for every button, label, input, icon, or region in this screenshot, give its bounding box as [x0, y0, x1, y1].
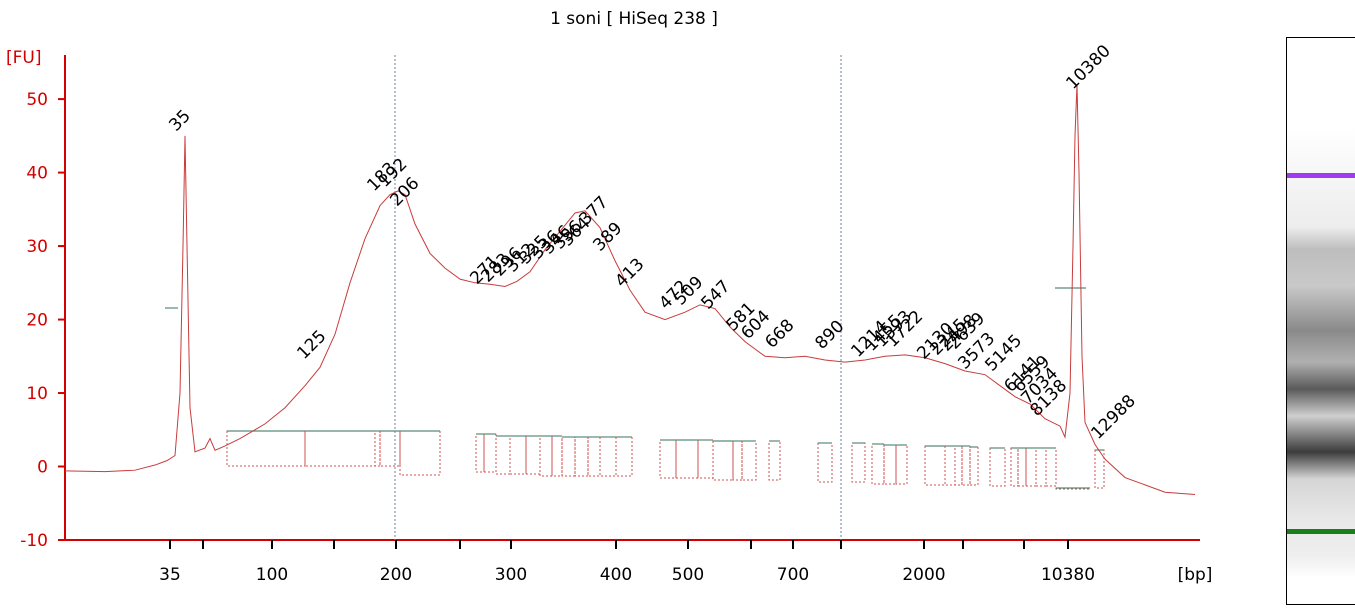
- peak-region: [374, 430, 381, 467]
- chart-title-text: 1 soni [ HiSeq 238 ]: [550, 9, 718, 29]
- x-tick-label: 10380: [1041, 565, 1095, 585]
- y-tick-label: 0: [37, 458, 48, 478]
- marker-label: 35: [165, 106, 194, 135]
- x-ticks: 35 100 200 300 400 500 700 2000 10380: [159, 540, 1095, 585]
- peak-region: [969, 446, 979, 486]
- peak-labels: 3510380125183192206271283296312325336346…: [165, 41, 1139, 443]
- peak-region: [379, 430, 401, 467]
- peak-region: [561, 436, 576, 477]
- peak-region: [871, 443, 885, 485]
- peak-region: [304, 430, 376, 467]
- x-tick-label: 100: [256, 565, 288, 585]
- y-ticks: -10 0 10 20 30 40 50: [20, 90, 65, 551]
- gel-lane: [1287, 128, 1355, 578]
- peak-region: [615, 436, 633, 477]
- x-tick-label: 2000: [902, 565, 945, 585]
- peak-region: [954, 445, 963, 486]
- peak-region: [587, 436, 601, 477]
- peak-region: [1035, 447, 1047, 487]
- peak-region: [475, 433, 485, 473]
- peak-region: [989, 447, 1006, 487]
- peak-region: [768, 440, 781, 481]
- x-tick-label: 400: [600, 565, 632, 585]
- peak-region: [551, 435, 563, 477]
- peak-region: [883, 444, 897, 485]
- axes: [FU] [bp]: [6, 48, 1212, 585]
- electropherogram-chart: 1 soni [ HiSeq 238 ] [FU] [bp] -10 0 10 20 3…: [6, 9, 1212, 585]
- trace: [64, 84, 1196, 495]
- peak-region: [525, 435, 541, 475]
- peak-region: [509, 435, 527, 475]
- y-tick-label: 20: [26, 311, 48, 331]
- y-tick-label: 30: [26, 237, 48, 257]
- peak-region: [697, 439, 714, 479]
- peak-region: [675, 439, 699, 479]
- peak-region: [732, 440, 743, 481]
- peak-region: [483, 433, 497, 473]
- lower-marker-band: [1287, 529, 1355, 534]
- x-tick-label: 35: [159, 565, 181, 585]
- peak-regions: [165, 287, 1105, 490]
- peak-region: [399, 430, 441, 476]
- peak-region: [961, 445, 971, 486]
- peak-region: [539, 435, 553, 477]
- y-axis-label: [FU]: [6, 48, 42, 68]
- chart-title: 1 soni [ HiSeq 238 ]: [550, 9, 718, 29]
- peak-region: [1045, 447, 1057, 487]
- peak-region: [659, 439, 677, 479]
- peak-region: [495, 435, 511, 475]
- peak-region: [1025, 447, 1037, 487]
- peak-region: [944, 445, 956, 486]
- peak-region: [599, 436, 617, 477]
- x-axis-label: [bp]: [1178, 565, 1213, 585]
- peak-label: 413: [611, 254, 648, 291]
- peak-label: 547: [697, 276, 734, 313]
- peak-region: [712, 440, 734, 481]
- trace-line: [64, 84, 1196, 495]
- gel-image: [1286, 37, 1355, 605]
- x-tick-label: 300: [495, 565, 527, 585]
- grid-lines: [394, 55, 842, 540]
- peak-region: [895, 444, 908, 485]
- upper-marker-band: [1287, 173, 1355, 178]
- peak-region: [1010, 447, 1019, 487]
- peak-region: [851, 442, 866, 483]
- peak-region: [817, 442, 833, 483]
- marker-label: 10380: [1062, 41, 1114, 93]
- y-tick-label: 50: [26, 90, 48, 110]
- x-tick-label: 200: [380, 565, 412, 585]
- peak-label: 12988: [1087, 391, 1139, 443]
- peak-label: 890: [811, 316, 848, 353]
- y-tick-label: 10: [26, 384, 48, 404]
- y-tick-label: 40: [26, 164, 48, 184]
- x-tick-label: 700: [777, 565, 809, 585]
- peak-label: 125: [293, 326, 330, 363]
- x-tick-label: 500: [672, 565, 704, 585]
- gel-lane-bg: [1287, 128, 1355, 578]
- peak-region: [574, 436, 589, 477]
- y-tick-label: -10: [20, 531, 48, 551]
- peak-region: [1017, 447, 1027, 487]
- peak-region: [924, 445, 946, 486]
- peak-region: [741, 440, 757, 481]
- peak-region: [226, 430, 306, 467]
